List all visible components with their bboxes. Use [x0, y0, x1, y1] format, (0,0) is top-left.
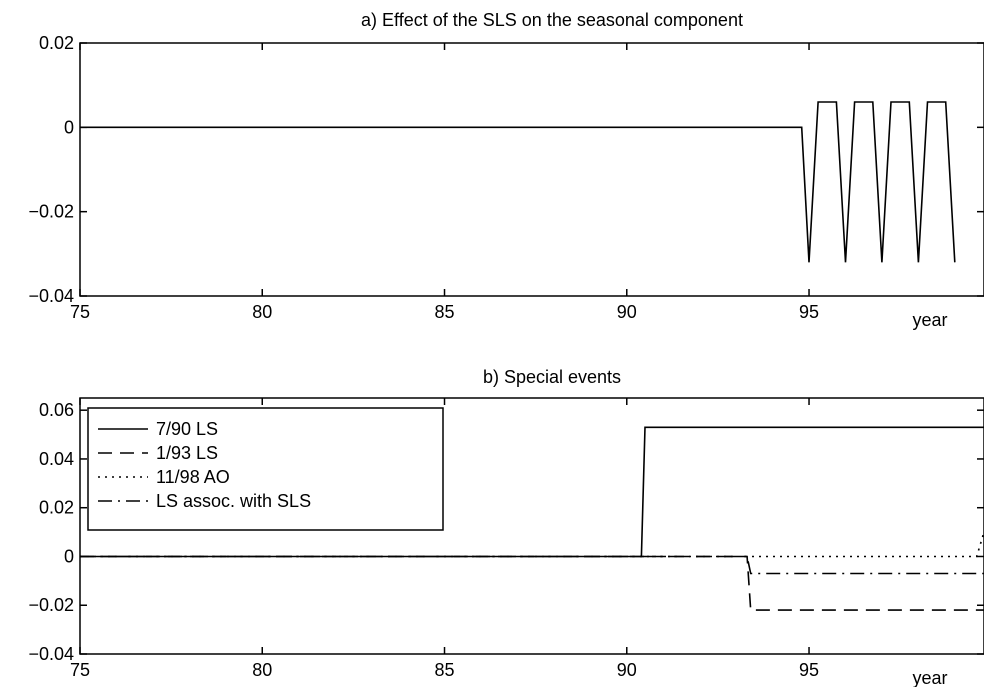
x-tick-label: 75 — [70, 660, 90, 680]
x-tick-label: 90 — [617, 660, 637, 680]
x-tick-label: 80 — [252, 302, 272, 322]
legend-box — [87, 407, 444, 531]
axes-frame — [79, 397, 984, 655]
axes-frame — [79, 42, 984, 297]
y-tick-label: −0.04 — [28, 286, 74, 306]
x-tick-label: 80 — [252, 660, 272, 680]
y-tick-label: 0 — [64, 117, 74, 137]
y-tick-label: −0.02 — [28, 202, 74, 222]
series-line-11-98-ao — [80, 531, 984, 558]
series-line-1-93-ls — [80, 555, 984, 611]
y-tick-label: −0.04 — [28, 644, 74, 664]
y-tick-label: 0.02 — [39, 498, 74, 518]
y-tick-label: −0.02 — [28, 595, 74, 615]
legend-label: 7/90 LS — [156, 419, 218, 439]
x-tick-label: 75 — [70, 302, 90, 322]
x-axis-label: year — [912, 310, 947, 330]
x-axis-label: year — [912, 668, 947, 687]
chart-panel-1: b) Special events 75 80 85 90 95 −0.04 −0.02 0 0.… — [28, 367, 984, 688]
legend-label: 1/93 LS — [156, 443, 218, 463]
x-tick-label: 85 — [435, 660, 455, 680]
x-tick-label: 90 — [617, 302, 637, 322]
legend-label: 11/98 AO — [156, 467, 230, 487]
legend-label: LS assoc. with SLS — [156, 491, 311, 511]
y-tick-label: 0.02 — [39, 33, 74, 53]
x-tick-label: 95 — [799, 302, 819, 322]
series-line-0 — [80, 101, 956, 263]
x-tick-label: 95 — [799, 660, 819, 680]
x-tick-label: 85 — [435, 302, 455, 322]
chart-title: b) Special events — [483, 367, 621, 387]
legend: 7/90 LS 1/93 LS 11/98 AO LS assoc. with SLS — [87, 407, 444, 531]
chart-title: a) Effect of the SLS on the seasonal com… — [361, 10, 743, 30]
series-line-ls-assoc-with-sls — [80, 555, 984, 575]
chart-panel-0: a) Effect of the SLS on the seasonal com… — [28, 10, 984, 330]
y-tick-label: 0.04 — [39, 449, 74, 469]
y-tick-label: 0.06 — [39, 400, 74, 420]
y-tick-label: 0 — [64, 546, 74, 566]
